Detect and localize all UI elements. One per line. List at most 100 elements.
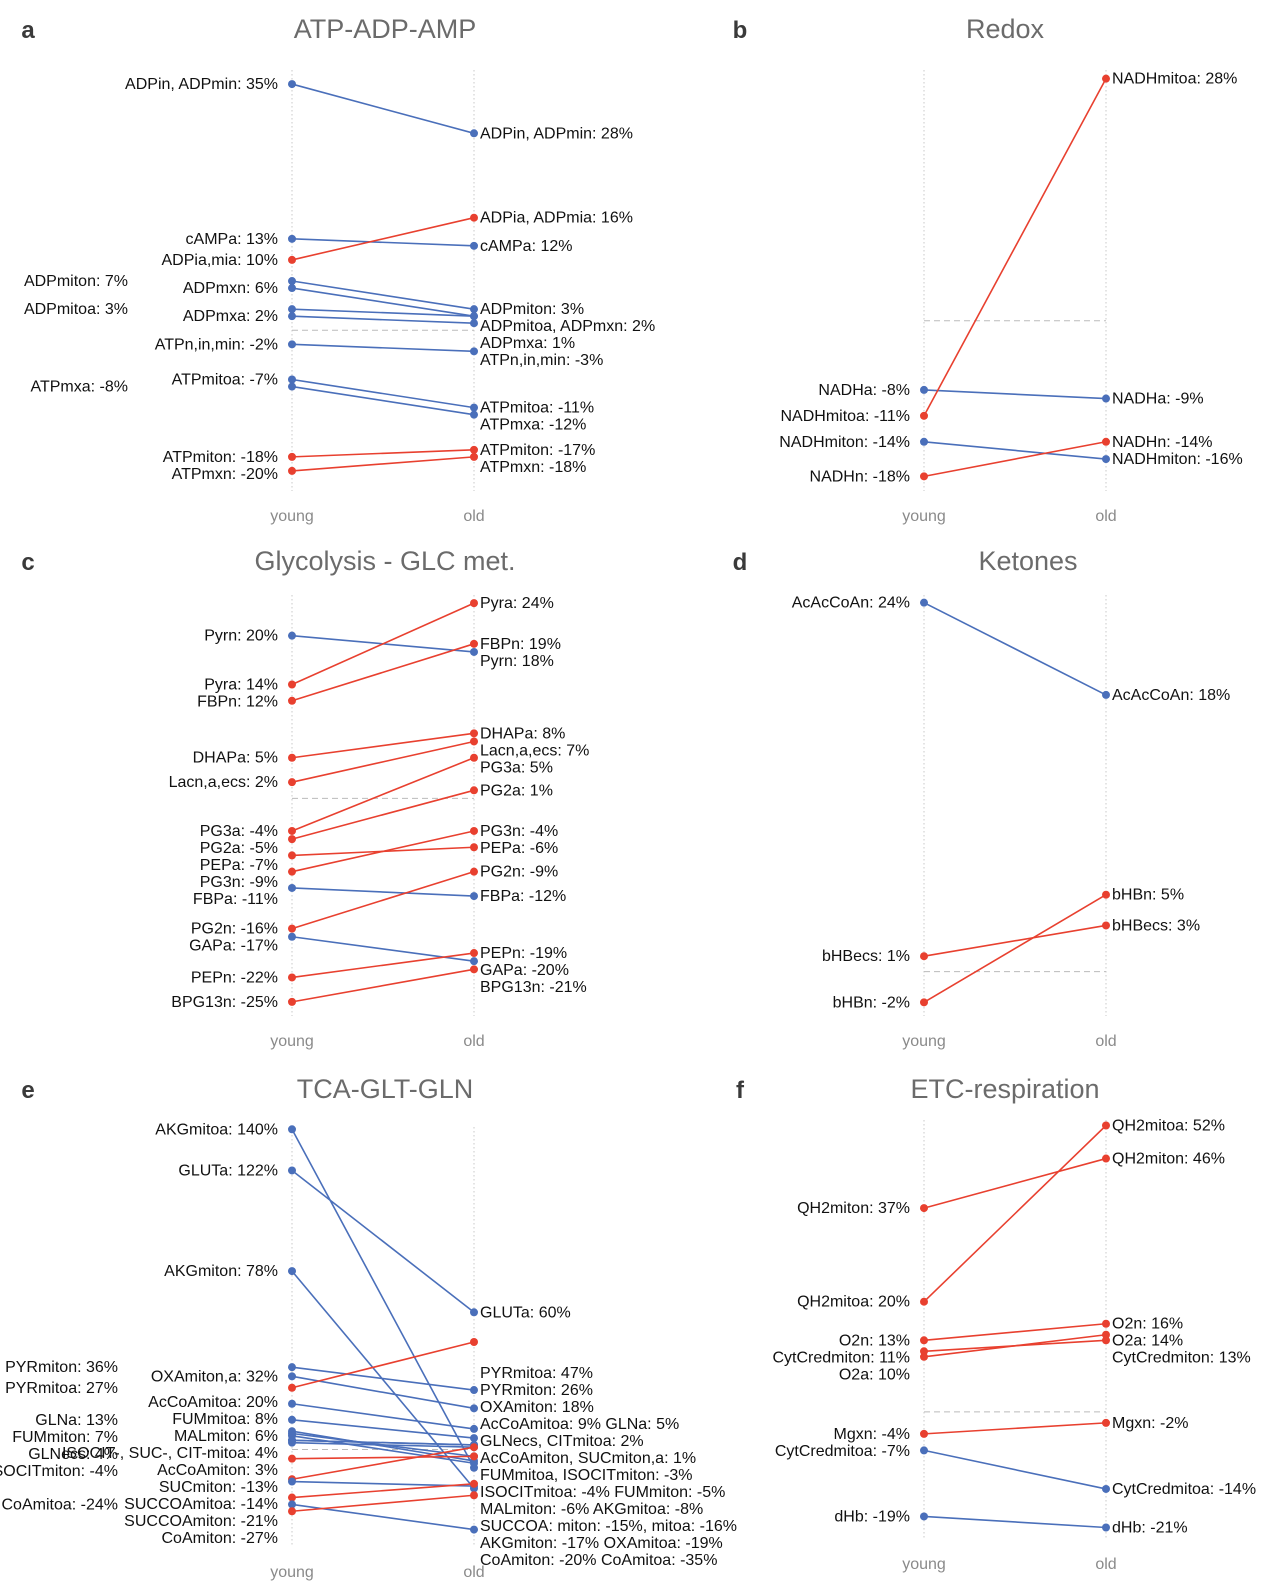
panel-e-right-label: PYRmitoa: 47% [480,1365,593,1382]
panel-e-right-label: GLNecs, CITmitoa: 2% [480,1433,644,1450]
panel-a-left-label: ATPmitoa: -7% [172,371,278,388]
panel-e-series-line [291,1418,475,1439]
panel-b-letter: b [733,17,748,44]
panel-f-left-label: dHb: -19% [834,1508,910,1525]
panel-f-title: ETC-respiration [910,1074,1099,1104]
panel-f-left-label: QH2miton: 37% [797,1200,910,1217]
panel-a-right-label: ATPmitoa: -11% [480,400,594,417]
panel-e-left-label: SUCCOAmitoa: -14% [124,1496,278,1513]
panel-f-series-line [923,1157,1107,1209]
panel-e-right-label: FUMmitoa, ISOCITmiton: -3% [480,1467,692,1484]
panel-c-point-young [288,696,296,705]
panel-f-series-line [923,1333,1107,1358]
panel-c-point-old [470,949,478,958]
panel-e-series-line [291,1128,475,1469]
panel-e-series-line [291,1446,475,1481]
panel-f-letter: f [736,1077,745,1104]
panel-a-xlabel-young: young [270,508,314,525]
panel-c-series-line [291,968,475,1003]
panel-c-xlabel-old: old [463,1033,484,1050]
panel-c-left-label: Pyra: 14% [204,677,278,694]
panel-b-series-line [923,440,1107,478]
panel-a-series-line [291,238,475,247]
panel-f-series-line [923,1422,1107,1435]
panel-c-point-young [288,973,296,982]
panel-c-left-label: FBPn: 12% [197,694,278,711]
panel-a-right-label: ADPin, ADPmin: 28% [480,125,633,142]
panel-b-right-label: NADHmiton: -16% [1112,451,1243,468]
panel-a-point-old [470,241,478,250]
panel-e-point-old [470,1386,478,1395]
panel-e-point-old [470,1338,478,1347]
panel-c-point-young [288,680,296,689]
panel-a-point-old [470,312,478,321]
panel-e-point-old [470,1308,478,1317]
panel-f-series-line [923,1124,1107,1303]
panel-a-series-line [291,343,475,353]
panel-c-series-line [291,643,475,702]
panel-b-right-label: NADHmitoa: 28% [1112,71,1237,88]
panel-a-series-line [291,287,475,317]
panel-e-series-line [291,1402,475,1430]
panel-f-left-label: O2a: 10% [839,1366,910,1383]
panel-f-point-young [920,1297,928,1306]
panel-d-left-label: AcAcCoAn: 24% [792,595,910,612]
panel-e-right-label: AcCoAmitoa: 9% GLNa: 5% [480,1416,679,1433]
panel-c-left-label: Lacn,a,ecs: 2% [169,774,278,791]
panel-e-series-line [291,1375,475,1410]
panel-c-point-old [470,599,478,608]
panel-e-left-label: MALmiton: 6% [174,1428,278,1445]
panel-a-left-label: ADPmitoa: 3% [24,301,128,318]
panel-c-left-label: GAPa: -17% [189,938,278,955]
panel-e-left-label: FUMmiton: 7% [12,1429,118,1446]
panel-d-point-old [1102,690,1110,699]
panel-f-right-label: Mgxn: -2% [1112,1415,1188,1432]
panel-c-right-label: PEPa: -6% [480,840,558,857]
panel-e-point-old [470,1525,478,1534]
panel-e-point-young [288,1363,296,1372]
panel-f-left-label: CytCredmitoa: -7% [775,1443,910,1460]
panel-a-left-label: cAMPa: 13% [186,231,278,248]
panel-b-left-label: NADHmitoa: -11% [780,408,910,425]
panel-c-series-line [291,952,475,979]
panel-a-series-line [291,216,475,261]
panel-f-point-old [1102,1336,1110,1345]
panel-b-right-label: NADHa: -9% [1112,391,1204,408]
panel-c-point-young [288,851,296,860]
panel-c-point-old [470,965,478,974]
panel-b-xlabel-old: old [1095,508,1116,525]
panel-e-point-young [288,1454,296,1463]
panel-c-right-label: GAPa: -20% [480,962,569,979]
panel-e-point-young [288,1477,296,1486]
panel-b-series-line [923,389,1107,400]
panel-c-left-label: PG2a: -5% [200,840,278,857]
panel-e-left-label: AcCoAmiton: 3% [157,1462,278,1479]
panel-d-point-young [920,952,928,961]
panel-f-series-line [923,1322,1107,1342]
panel-e-left-label: GLUTa: 122% [178,1162,278,1179]
panel-f-point-young [920,1512,928,1521]
panel-a-left-label: ADPia,mia: 10% [162,252,279,269]
panel-c-series-line [291,887,475,897]
panel-f-series-line [923,1515,1107,1529]
panel-f-right-label: O2n: 16% [1112,1316,1183,1333]
panel-e-point-old [470,1424,478,1433]
panel-e-xlabel-young: young [270,1564,314,1581]
panel-f-point-young [920,1446,928,1455]
panel-e-series-line [291,1341,475,1389]
panel-e-left-label: AKGmiton: 78% [164,1263,278,1280]
panel-f-point-old [1102,1523,1110,1532]
panel-a-right-label: ATPmxa: -12% [480,417,586,434]
panel-a-point-old [470,319,478,328]
panel-e-point-young [288,1267,296,1276]
panel-a-point-old [470,129,478,138]
panel-c-right-label: PEPn: -19% [480,945,567,962]
panel-e-left-label: AcCoAmitoa: 20% [148,1394,278,1411]
panel-c-point-young [288,997,296,1006]
panel-a-left-label: ATPmiton: -18% [163,449,278,466]
panel-e-point-old [470,1404,478,1413]
panel-a-right-label: ADPmitoa, ADPmxn: 2% [480,318,655,335]
panel-b-point-young [920,385,928,394]
panel-a-series-line [291,308,475,317]
